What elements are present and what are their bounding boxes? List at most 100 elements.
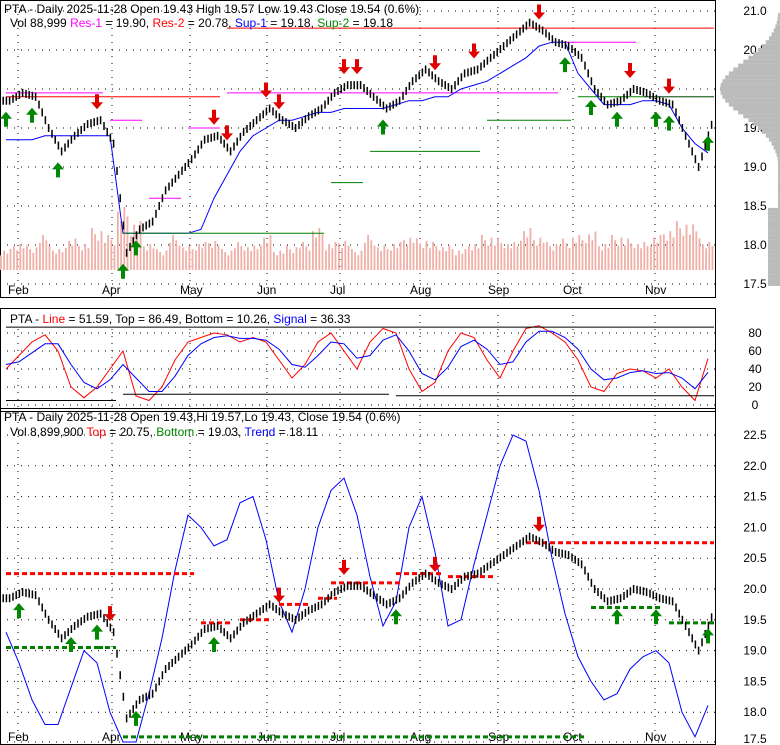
volume-profile-bar	[720, 83, 780, 88]
y-tick-label: 21.0	[743, 520, 767, 534]
sell-arrow-icon	[624, 63, 636, 78]
volume-bar	[416, 238, 418, 270]
volume-profile-bar	[757, 126, 780, 130]
volume-bar	[113, 245, 116, 270]
volume-bar	[507, 244, 509, 270]
volume-profile-bar	[778, 180, 780, 185]
volume-bar	[78, 246, 80, 270]
volume-bar	[383, 245, 386, 270]
volume-profile-bar	[768, 270, 780, 275]
volume-bar	[562, 238, 564, 270]
buy-arrow-icon	[0, 111, 12, 127]
volume-bar	[448, 245, 451, 270]
y-tick-label: 0	[752, 398, 759, 412]
volume-bar	[354, 252, 356, 270]
legend-signal: Signal	[273, 312, 307, 326]
volume-profile-bar	[753, 122, 780, 127]
buy-arrow-icon	[377, 119, 389, 135]
p1-vol: Vol 88,999	[10, 16, 67, 30]
volume-profile-bar	[748, 55, 780, 60]
volume-bar	[409, 237, 412, 270]
volume-profile-bar	[762, 44, 780, 49]
x-tick-label: May	[180, 283, 203, 297]
volume-bar	[487, 245, 490, 270]
y-tick-label: 17.5	[743, 277, 767, 291]
volume-bar	[328, 244, 330, 270]
volume-bar	[513, 242, 516, 270]
x-tick-label: Sep	[488, 730, 510, 744]
x-tick-label: Feb	[8, 283, 29, 297]
volume-profile-bar	[733, 106, 780, 111]
volume-bar	[45, 240, 48, 270]
volume-profile-bar	[778, 196, 780, 201]
volume-bar	[422, 247, 425, 270]
volume-profile-bar	[768, 243, 780, 247]
y-tick-label: 21.0	[743, 4, 767, 18]
x-tick-label: Aug	[410, 283, 431, 297]
volume-bar	[708, 242, 711, 270]
volume-bar	[175, 240, 178, 270]
sell-arrow-icon	[338, 59, 350, 75]
volume-profile-bar	[773, 28, 780, 33]
volume-bar	[438, 250, 441, 270]
volume-bar	[68, 240, 70, 270]
volume-bar	[403, 240, 405, 270]
x-tick-label: Apr	[102, 730, 121, 744]
volume-bar	[490, 237, 493, 270]
volume-bar	[429, 248, 431, 270]
volume-profile-bar	[748, 118, 780, 123]
volume-bar	[149, 244, 152, 270]
buy-arrow-icon	[13, 603, 25, 619]
sell-arrow-icon	[351, 59, 363, 75]
x-tick-label: Nov	[645, 730, 666, 744]
volume-bar	[542, 242, 545, 270]
volume-bar	[227, 255, 230, 270]
volume-bar	[705, 248, 707, 270]
volume-bar	[581, 240, 584, 270]
volume-bar	[217, 245, 220, 270]
y-tick-label: 20	[748, 380, 762, 394]
volume-profile-bar	[778, 188, 780, 193]
volume-bar	[139, 221, 142, 270]
volume-bar	[497, 238, 499, 270]
volume-bar	[481, 235, 483, 270]
legend-line: Line	[42, 312, 66, 326]
volume-profile-bar	[778, 172, 780, 177]
volume-bar	[559, 245, 561, 270]
volume-profile-bar	[728, 102, 780, 107]
volume-bar	[185, 251, 187, 270]
volume-bar	[162, 255, 165, 270]
volume-bar	[442, 247, 444, 270]
volume-bar	[698, 238, 701, 270]
volume-bar	[607, 248, 610, 270]
volume-bar	[61, 252, 64, 270]
volume-profile-bar	[778, 165, 780, 169]
volume-bar	[234, 248, 236, 270]
volume-profile-bar	[768, 239, 780, 244]
x-tick-label: Apr	[102, 283, 121, 297]
volume-bar	[65, 247, 67, 270]
volume-bar	[117, 211, 119, 270]
volume-bar	[22, 248, 25, 270]
volume-bar	[55, 253, 57, 270]
buy-arrow-icon	[117, 263, 129, 279]
volume-bar	[637, 244, 639, 270]
volume-profile-bar	[773, 145, 780, 150]
volume-bar	[598, 246, 600, 270]
p3-legend: Vol 8,899,900 Top = 20.75, Bottom = 19.0…	[10, 425, 318, 439]
volume-bar	[256, 249, 259, 270]
volume-profile-bar	[768, 137, 780, 142]
volume-bar	[221, 249, 223, 270]
volume-bar	[676, 221, 678, 270]
volume-bar	[305, 246, 308, 270]
volume-bar	[523, 231, 525, 270]
volume-bar	[458, 250, 460, 270]
x-tick-label: Sep	[488, 283, 510, 297]
volume-bar	[13, 246, 15, 270]
p3-vol: Vol 8,899,900	[10, 425, 87, 439]
volume-bar	[341, 247, 343, 270]
volume-profile-bar	[768, 266, 780, 271]
volume-bar	[74, 238, 77, 270]
volume-profile-bar	[768, 227, 780, 232]
